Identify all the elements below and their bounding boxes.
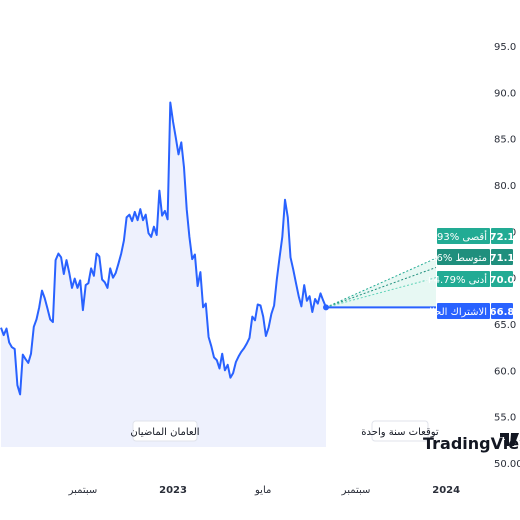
forecast-min-callout: +4.79% أدنى 70.0 — [425, 271, 514, 287]
forecast-avg-line — [325, 267, 437, 308]
forecast-current-callout: الاشتراك الحالي 66.8 — [421, 303, 515, 319]
svg-text:70.0: 70.0 — [490, 275, 515, 286]
svg-text:توقعات سنة واحدة: توقعات سنة واحدة — [361, 427, 439, 438]
x-tick-label: مايو — [254, 485, 271, 496]
x-tick-label: سبتمبر — [68, 485, 98, 496]
x-tick-label: سبتمبر — [341, 485, 371, 496]
x-tick-label: 2023 — [159, 485, 187, 496]
svg-text:+4.79% أدنى: +4.79% أدنى — [425, 273, 487, 286]
svg-text:72.1: 72.1 — [490, 232, 515, 243]
svg-text:71.1: 71.1 — [490, 253, 515, 264]
forecast-avg-callout: +6.36% متوسط 71.1 — [412, 249, 514, 265]
svg-text:الاشتراك الحالي: الاشتراك الحالي — [421, 307, 487, 318]
price-area — [1, 102, 326, 447]
forecast-max-callout: +7.93% أقصى 72.1 — [419, 228, 514, 244]
y-tick-label: 80.0 — [494, 181, 516, 192]
y-tick-label: 55.0 — [494, 413, 516, 424]
svg-text:العامان الماضيان: العامان الماضيان — [130, 427, 199, 438]
svg-text:+6.36% متوسط: +6.36% متوسط — [412, 253, 487, 264]
forecast-max-line — [325, 257, 437, 308]
forecast-cone — [323, 257, 437, 311]
y-tick-label: 90.0 — [494, 88, 516, 99]
forecast-callouts: +7.93% أقصى 72.1+6.36% متوسط 71.1+4.79% أد… — [412, 228, 514, 319]
price-line-path — [0, 101, 327, 396]
x-tick-label: 2024 — [432, 485, 460, 496]
y-tick-label: 85.0 — [494, 135, 516, 146]
tradingview-logo: TradingView — [423, 433, 520, 453]
y-tick-label: 65.0 — [494, 320, 516, 331]
y-tick-label: 95.0 — [494, 42, 516, 53]
period-label-past: العامان الماضيان — [130, 420, 200, 442]
price-area-fill — [1, 102, 326, 447]
y-tick-label: 50.00 — [494, 459, 520, 470]
x-axis: ماسبتمبر2023مايوسبتمبر2024مايوسبتمبر2025… — [68, 485, 461, 496]
tradingview-logo-icon — [500, 433, 519, 446]
forecast-min-line — [325, 277, 437, 308]
svg-text:+7.93% أقصى: +7.93% أقصى — [419, 230, 487, 243]
price-line — [0, 101, 327, 396]
svg-text:TradingView: TradingView — [423, 434, 520, 453]
svg-text:66.8: 66.8 — [490, 307, 515, 318]
period-label-forecast: توقعات سنة واحدة — [361, 420, 439, 442]
y-tick-label: 60.0 — [494, 366, 516, 377]
